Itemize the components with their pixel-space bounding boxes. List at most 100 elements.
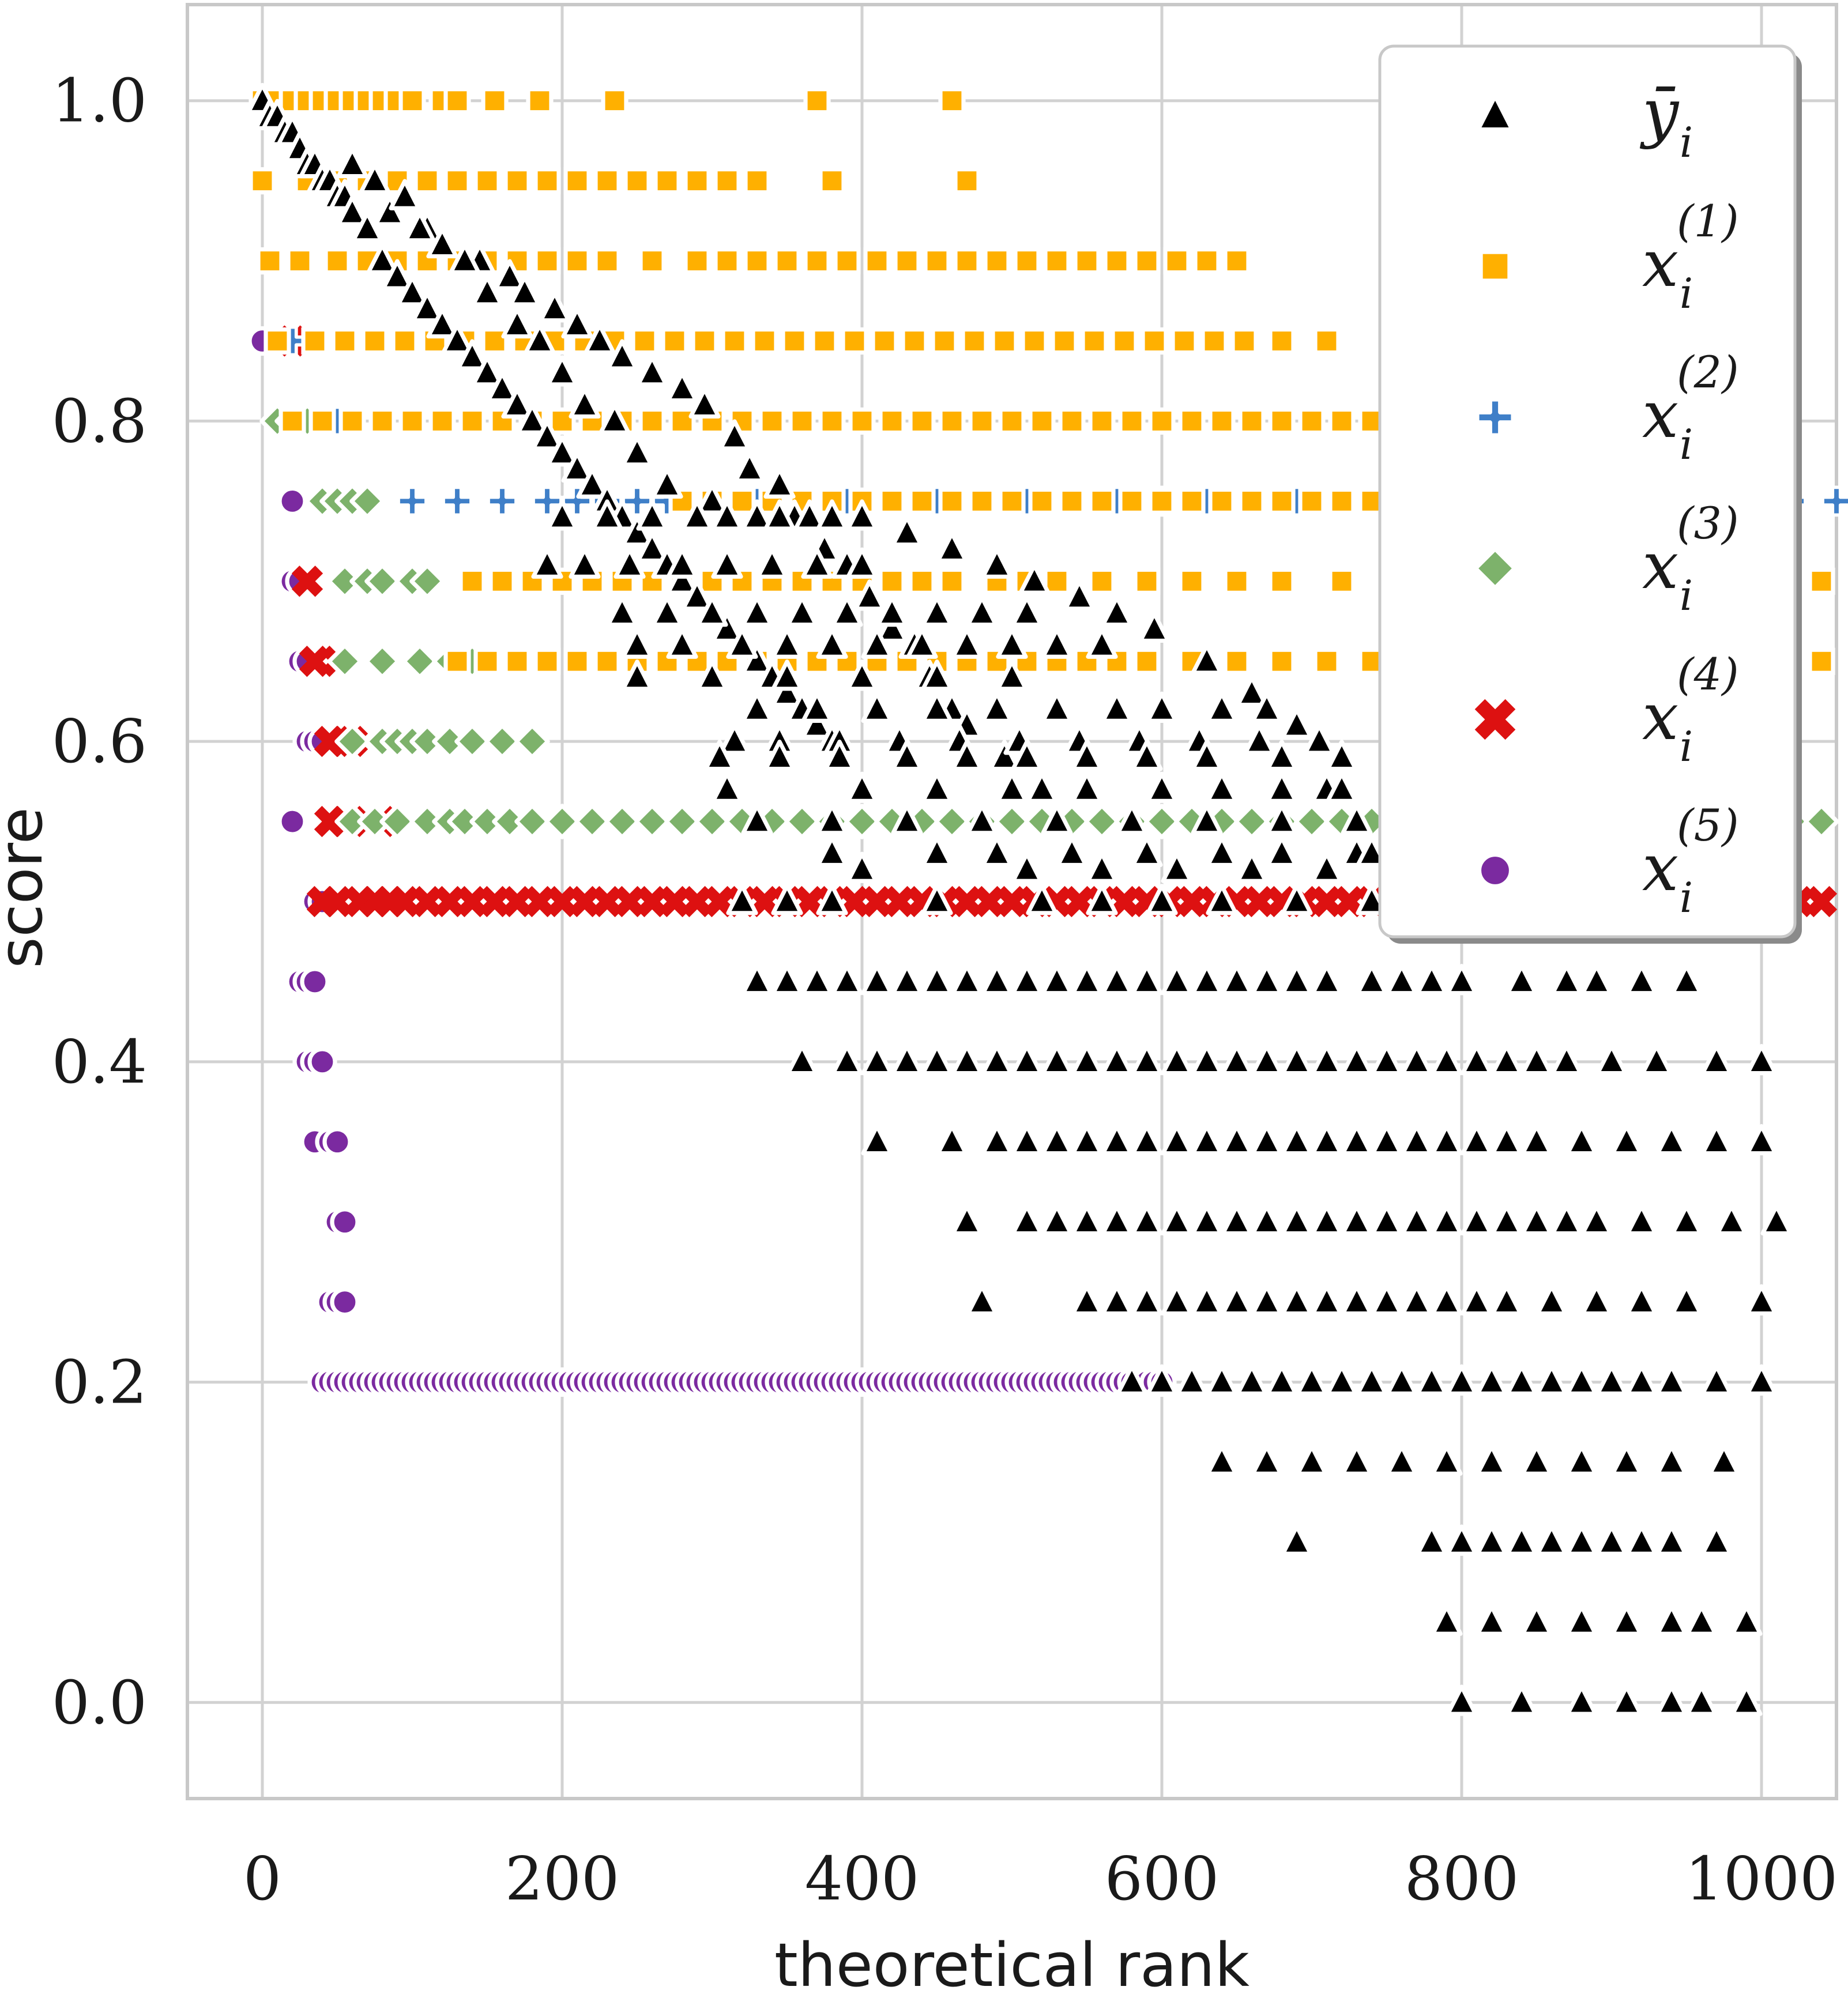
point-ybar [621,515,653,547]
point-ybar [1281,707,1313,739]
point-ybar [1101,964,1133,996]
point-ybar [891,740,923,771]
point-x4 [524,885,556,918]
point-ybar [501,307,533,339]
point-ybar [966,595,998,627]
point-ybar [666,563,698,595]
point-x1 [391,327,419,355]
point-x3 [664,804,700,839]
point-x1 [781,327,808,355]
point-x1 [1223,647,1251,675]
point-x3 [484,723,520,759]
point-ybar [846,659,878,691]
point-x1 [1178,407,1206,435]
point-ybar [1745,1284,1778,1316]
point-ybar [1011,851,1043,883]
point-x1 [661,327,688,355]
point-ybar [1311,1043,1343,1076]
point-ybar [569,547,601,579]
point-x1 [593,167,621,195]
point-x4-stroke-1 [793,885,826,918]
point-ybar [921,964,953,996]
point-ybar [1041,1204,1073,1236]
point-ybar [891,964,923,996]
point-ybar [1243,723,1275,755]
point-x4-stroke-1 [389,885,421,918]
point-ybar [936,531,968,563]
point-x1 [1328,487,1356,515]
point-ybar [1326,771,1358,803]
point-x4-stroke-1 [703,885,736,918]
point-x4-stroke-1 [299,646,331,677]
point-ybar [1056,835,1088,868]
point-ybar [1700,1524,1733,1556]
point-ybar [599,403,631,435]
point-x1 [1148,487,1176,515]
point-ybar [449,243,481,274]
point-ybar [1520,1604,1553,1636]
point-x3 [514,723,550,759]
point-ybar [1041,964,1073,996]
point-ybar [1386,1364,1418,1396]
point-ybar [981,1124,1013,1156]
point-ybar [1086,884,1118,915]
point-ybar [1251,1043,1283,1076]
point-ybar [816,835,848,868]
point-x2 [1821,485,1848,517]
point-x4-stroke-1 [906,885,938,918]
point-ybar [1116,1364,1148,1396]
legend-entry-x5: x i (5) [1476,800,1739,922]
point-ybar [1520,1444,1553,1476]
point-x1 [1081,327,1108,355]
point-ybar [1176,1364,1208,1396]
point-ybar [1311,1204,1343,1236]
y-tick-label: 1.0 [52,66,147,136]
point-ybar [703,740,736,771]
point-x4 [1333,885,1365,918]
point-ybar [801,707,833,739]
point-x1 [1268,407,1296,435]
point-x4 [291,566,323,597]
point-ybar [846,771,878,803]
point-ybar [771,627,803,659]
point-x1 [256,247,284,275]
x-tick-label: 600 [1105,1844,1220,1914]
point-ybar [831,964,863,996]
point-x1 [338,407,366,435]
point-x1 [713,167,741,195]
point-x4-stroke-1 [1063,885,1096,918]
point-ybar [1071,740,1103,771]
point-x1 [1808,567,1835,595]
point-ybar [1371,1043,1403,1076]
point-x4-stroke-1 [636,885,668,918]
point-x3 [604,804,640,839]
point-x1 [481,87,509,115]
point-ybar [688,387,721,419]
point-ybar [1131,1043,1163,1076]
point-x4-stroke-1 [951,885,983,918]
point-ybar [771,675,803,707]
point-ybar [1251,1444,1283,1476]
point-x1 [968,407,996,435]
point-x1 [488,567,516,595]
point-x1 [331,327,359,355]
point-x1 [563,647,591,675]
point-ybar [1565,1124,1598,1156]
point-ybar [1595,1524,1628,1556]
legend-entry-x4: x i (4) [1474,649,1739,771]
point-ybar [763,467,796,499]
point-x1 [878,407,906,435]
point-ybar [696,595,728,627]
legend-label-sub-x1: i [1680,269,1693,318]
point-ybar [981,835,1013,868]
point-x1 [301,327,329,355]
point-ybar [1251,1284,1283,1316]
point-ybar [741,499,773,531]
point-x1 [1178,567,1206,595]
point-x1 [323,247,351,275]
point-x1 [428,407,456,435]
point-ybar [1341,1284,1373,1316]
point-ybar [1206,1444,1238,1476]
point-ybar [786,1043,818,1076]
